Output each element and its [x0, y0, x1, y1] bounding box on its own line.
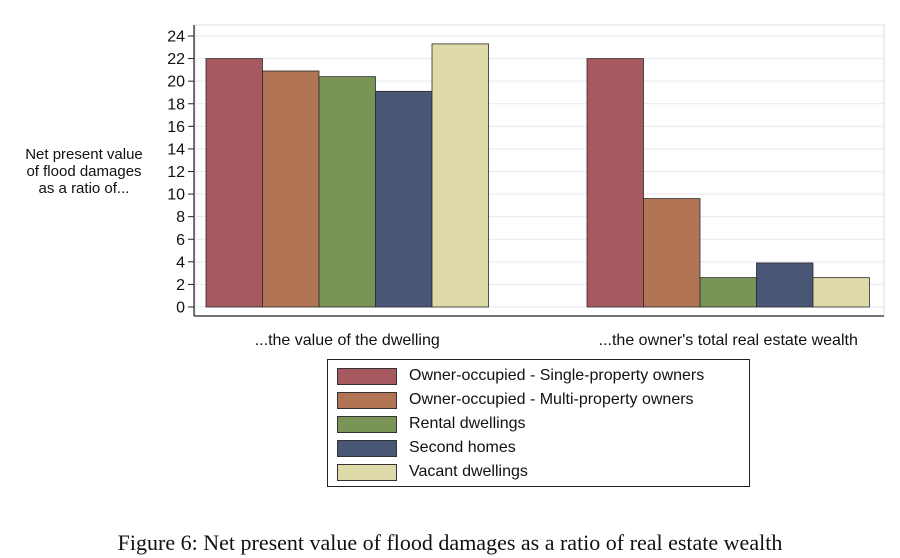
x-category-label: ...the value of the dwelling — [255, 332, 440, 349]
y-axis-label-line-2: of flood damages — [26, 163, 142, 180]
legend-item-single-property: Owner-occupied - Single-property owners — [337, 366, 704, 386]
bar — [205, 58, 263, 308]
legend-item-multi-property: Owner-occupied - Multi-property owners — [337, 390, 694, 410]
bar — [431, 43, 489, 308]
legend-label: Owner-occupied - Multi-property owners — [409, 391, 694, 408]
figure-caption: Figure 6: Net present value of flood dam… — [117, 530, 783, 555]
legend-swatch — [337, 439, 397, 457]
y-tick-label: 12 — [167, 164, 185, 181]
legend-label: Vacant dwellings — [409, 463, 528, 480]
y-tick-label: 20 — [167, 74, 185, 91]
legend-swatch — [337, 391, 397, 409]
legend-item-second-homes: Second homes — [337, 438, 516, 458]
bar — [318, 76, 376, 308]
y-tick-label: 0 — [176, 300, 185, 317]
y-tick-label: 10 — [167, 187, 185, 204]
bar — [699, 277, 757, 308]
bar — [812, 277, 870, 308]
legend: Owner-occupied - Single-property owners … — [327, 359, 750, 487]
bar — [643, 198, 701, 308]
y-tick-label: 2 — [176, 277, 185, 294]
y-tick-label: 18 — [167, 96, 185, 113]
legend-swatch — [337, 367, 397, 385]
bar — [586, 58, 644, 308]
legend-label: Rental dwellings — [409, 415, 526, 432]
y-axis-label-line-3: as a ratio of... — [38, 180, 130, 197]
legend-label: Owner-occupied - Single-property owners — [409, 367, 705, 384]
y-tick-label: 22 — [167, 51, 185, 68]
legend-swatch — [337, 415, 397, 433]
bar — [262, 70, 320, 308]
legend-swatch — [337, 463, 397, 481]
y-tick-label: 8 — [176, 209, 185, 226]
y-tick-label: 24 — [167, 29, 185, 46]
x-category-label: ...the owner's total real estate wealth — [599, 332, 858, 349]
legend-item-vacant: Vacant dwellings — [337, 462, 528, 482]
bar — [375, 90, 433, 308]
y-tick-label: 4 — [176, 254, 185, 271]
y-tick-label: 16 — [167, 119, 185, 136]
y-axis-label-line-1: Net present value — [25, 146, 143, 163]
y-axis-label: Net present value of flood damages as a … — [4, 146, 164, 197]
y-tick-label: 14 — [167, 141, 185, 158]
y-tick-label: 6 — [176, 232, 185, 249]
bar — [756, 262, 814, 308]
legend-item-rental: Rental dwellings — [337, 414, 526, 434]
bars — [205, 43, 870, 308]
legend-label: Second homes — [409, 439, 516, 456]
